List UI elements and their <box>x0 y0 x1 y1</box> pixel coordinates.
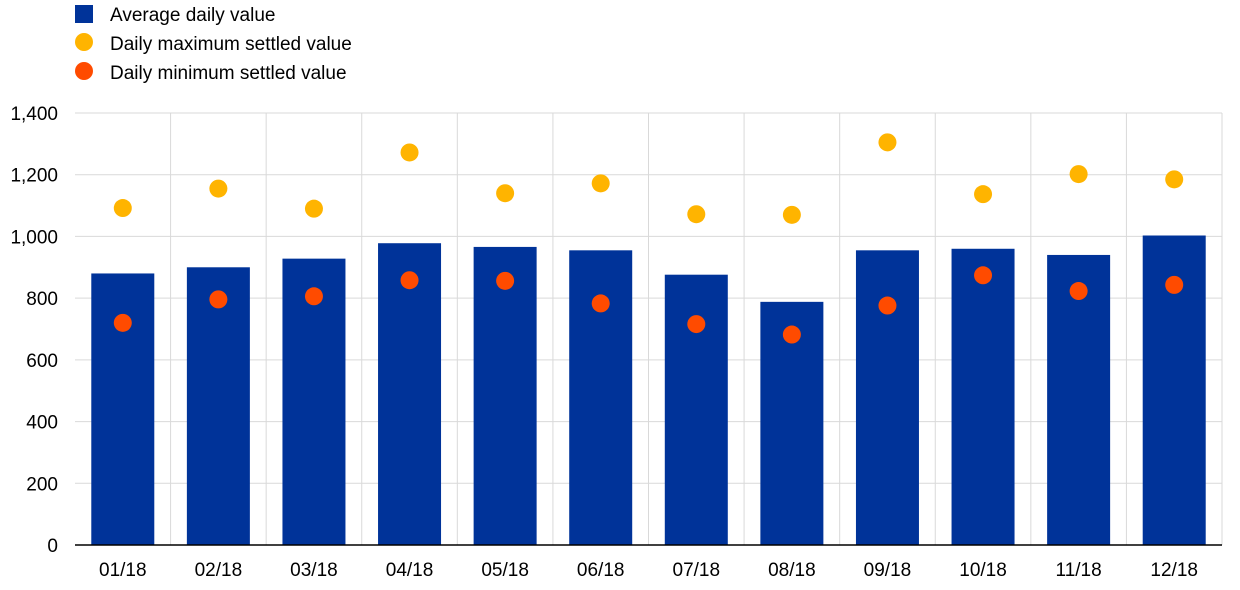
bar-average <box>855 250 919 546</box>
marker-maximum <box>400 143 419 162</box>
marker-minimum <box>113 313 132 332</box>
marker-minimum <box>209 290 228 309</box>
marker-minimum <box>782 325 801 344</box>
marker-maximum <box>687 205 706 224</box>
x-tick-label: 12/18 <box>1150 560 1198 581</box>
y-tick-label: 1,200 <box>10 166 58 187</box>
marker-minimum <box>1165 275 1184 294</box>
bar-average <box>186 267 250 545</box>
marker-minimum <box>400 271 419 290</box>
marker-maximum <box>591 174 610 193</box>
marker-minimum <box>974 266 993 285</box>
bar-average <box>378 243 442 545</box>
bar-average <box>951 248 1015 545</box>
y-tick-label: 1,400 <box>10 104 58 125</box>
min-markers <box>113 266 1184 344</box>
marker-maximum <box>209 179 228 198</box>
x-tick-label: 07/18 <box>673 560 721 581</box>
bar-average <box>1047 254 1111 545</box>
x-tick-label: 08/18 <box>768 560 816 581</box>
y-axis: 0 200 400 600 800 1,000 1,200 1,400 <box>10 104 58 557</box>
marker-maximum <box>974 185 993 204</box>
x-tick-label: 09/18 <box>864 560 912 581</box>
y-tick-label: 200 <box>26 474 58 495</box>
legend-swatch-minimum <box>75 62 93 80</box>
legend: Average daily value Daily maximum settle… <box>75 5 352 84</box>
bar-average <box>473 246 537 546</box>
x-tick-label: 02/18 <box>195 560 243 581</box>
marker-minimum <box>591 294 610 313</box>
x-tick-label: 04/18 <box>386 560 434 581</box>
marker-maximum <box>782 205 801 224</box>
legend-label-minimum: Daily minimum settled value <box>110 63 347 84</box>
marker-maximum <box>1165 170 1184 189</box>
legend-label-average: Average daily value <box>110 5 275 26</box>
marker-maximum <box>1069 165 1088 184</box>
marker-maximum <box>304 199 323 218</box>
x-tick-label: 05/18 <box>481 560 529 581</box>
marker-maximum <box>878 133 897 152</box>
legend-item-minimum: Daily minimum settled value <box>75 62 347 84</box>
marker-minimum <box>496 271 515 290</box>
marker-minimum <box>1069 282 1088 301</box>
x-tick-label: 03/18 <box>290 560 338 581</box>
y-tick-label: 600 <box>26 351 58 372</box>
marker-minimum <box>304 287 323 306</box>
y-tick-label: 0 <box>47 536 58 557</box>
marker-minimum <box>687 315 706 334</box>
marker-maximum <box>496 184 515 203</box>
gridlines <box>75 112 1223 545</box>
bar-average <box>282 258 346 545</box>
legend-item-average: Average daily value <box>75 5 275 26</box>
x-tick-label: 06/18 <box>577 560 625 581</box>
marker-maximum <box>113 199 132 218</box>
x-tick-label: 11/18 <box>1056 560 1102 581</box>
x-axis: 01/18 02/18 03/18 04/18 05/18 06/18 07/18 08/18… <box>75 544 1222 581</box>
x-tick-label: 01/18 <box>99 560 147 581</box>
x-tick-label: 10/18 <box>959 560 1007 581</box>
y-tick-label: 800 <box>26 289 58 310</box>
legend-label-maximum: Daily maximum settled value <box>110 34 352 55</box>
legend-swatch-maximum <box>75 33 93 51</box>
max-markers <box>113 133 1184 224</box>
marker-minimum <box>878 296 897 315</box>
legend-item-maximum: Daily maximum settled value <box>75 33 352 55</box>
bars <box>91 235 1206 546</box>
legend-swatch-average <box>75 5 93 23</box>
y-tick-label: 400 <box>26 413 58 434</box>
y-tick-label: 1,000 <box>10 227 58 248</box>
